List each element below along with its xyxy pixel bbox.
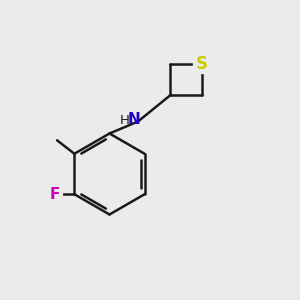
Text: S: S (196, 55, 208, 73)
Text: H: H (119, 113, 129, 127)
Text: N: N (128, 112, 141, 128)
Text: F: F (50, 187, 60, 202)
